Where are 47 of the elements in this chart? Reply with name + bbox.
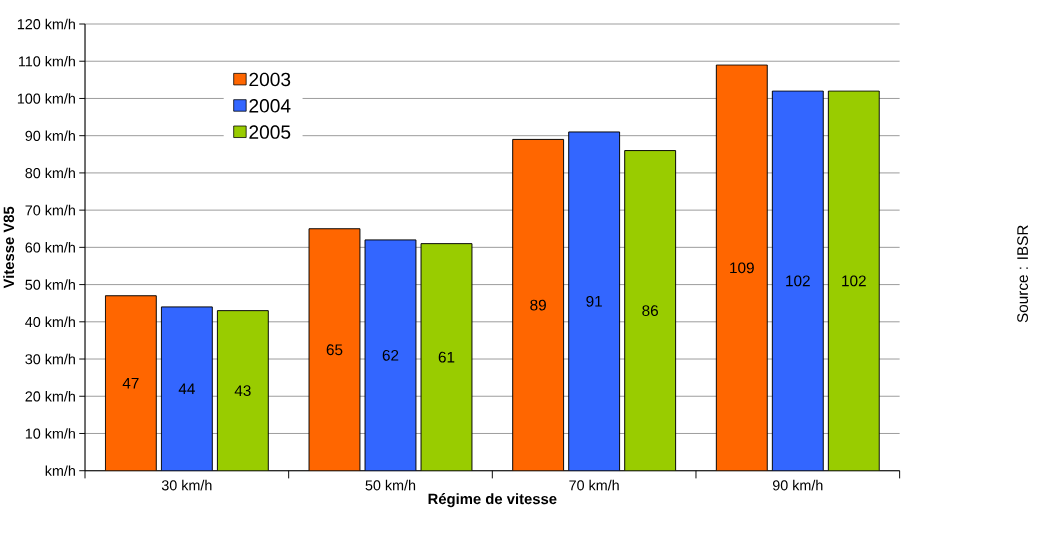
bar	[365, 240, 416, 471]
y-tick-label: km/h	[45, 465, 75, 477]
x-tick-label: 70 km/h	[569, 480, 619, 491]
y-tick-label: 20 km/h	[25, 391, 75, 402]
y-axis-title: Vitesse V85	[3, 206, 15, 289]
bar	[309, 228, 360, 471]
y-tick-label: 80 km/h	[25, 167, 75, 179]
data-label: 89	[530, 299, 546, 311]
data-label: 43	[234, 385, 251, 397]
y-tick-label: 120 km/h	[17, 18, 75, 30]
y-tick-label: 60 km/h	[25, 242, 75, 253]
data-label: 44	[178, 383, 195, 395]
y-tick-label: 10 km/h	[25, 428, 75, 439]
data-label: 62	[382, 350, 399, 361]
y-tick-label: 110 km/h	[18, 56, 75, 67]
y-tick-label: 50 km/h	[25, 279, 75, 291]
x-tick-label: 30 km/h	[161, 480, 212, 491]
bar	[771, 90, 824, 471]
data-label: 102	[842, 275, 866, 287]
y-tick-label: 70 km/h	[25, 205, 75, 216]
bar	[715, 64, 768, 471]
x-axis-title: Régime de vitesse	[428, 493, 557, 508]
bar	[512, 139, 564, 471]
x-tick-label: 50 km/h	[365, 480, 416, 491]
bar	[217, 310, 269, 471]
bar	[624, 150, 676, 471]
data-label: 65	[326, 344, 343, 356]
y-tick-label: 40 km/h	[25, 316, 75, 328]
source-note: Source : IBSR	[1017, 225, 1029, 323]
bar	[827, 90, 880, 471]
y-tick-label: 30 km/h	[25, 353, 75, 365]
data-label: 47	[122, 378, 139, 389]
y-tick-label: 90 km/h	[25, 130, 75, 142]
bar	[421, 243, 472, 471]
data-label: 91	[586, 296, 602, 307]
data-label: 102	[786, 275, 810, 287]
x-tick-label: 90 km/h	[772, 480, 823, 491]
legend-label: 2005	[249, 125, 291, 140]
y-tick-label: 100 km/h	[17, 93, 75, 104]
bar	[161, 307, 213, 471]
legend-label: 2003	[249, 72, 291, 87]
legend-label: 2004	[249, 99, 291, 113]
data-label: 109	[730, 262, 754, 274]
bar	[105, 295, 157, 471]
data-label: 86	[642, 305, 658, 317]
bar	[568, 132, 620, 471]
data-label: 61	[438, 351, 455, 363]
